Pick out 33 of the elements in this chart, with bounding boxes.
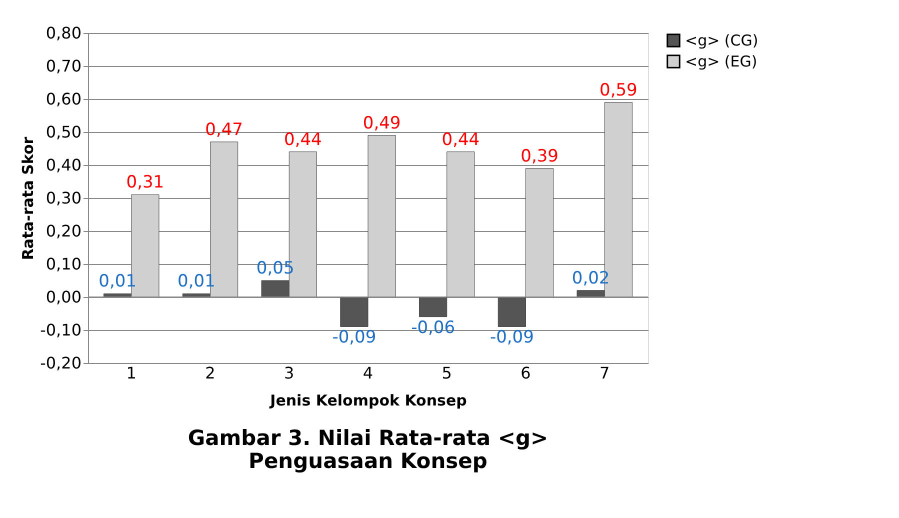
- y-axis-title: Rata-rata Skor: [19, 136, 38, 260]
- y-tick-label: 0,10: [46, 254, 82, 274]
- x-tick-label: 2: [205, 364, 216, 382]
- text: 0,39: [520, 146, 558, 166]
- legend-label: <g> (EG): [685, 52, 758, 70]
- y-tick-label: -0,20: [40, 354, 82, 372]
- y-tick-label: 0,00: [46, 288, 82, 306]
- y-tick-label: 0,30: [46, 188, 82, 208]
- x-tick-label: 4: [362, 364, 374, 382]
- x-tick-label: 5: [442, 364, 452, 382]
- y-tick-label: 0,20: [46, 222, 82, 240]
- y-tick-label: 0,50: [46, 122, 82, 142]
- text: 0,31: [126, 172, 164, 193]
- text: 0,49: [362, 113, 401, 134]
- y-tick-label: 0,70: [46, 56, 82, 76]
- y-tick-label: 0,40: [46, 156, 82, 174]
- text: 0,47: [205, 120, 243, 140]
- text: 0,44: [284, 130, 322, 150]
- x-tick-label: 3: [284, 364, 294, 382]
- x-tick-label: 7: [600, 364, 610, 382]
- text: 0,59: [599, 80, 638, 100]
- y-tick-label: -0,10: [40, 320, 82, 340]
- x-axis-title: Jenis Kelompok Konsep: [269, 392, 468, 410]
- legend-label: <g> (CG): [685, 32, 758, 50]
- text: Gambar 3. Nilai Rata-rata <g> Penguasaan Konsep: [188, 426, 548, 473]
- y-tick-label: 0,60: [46, 90, 82, 108]
- x-tick-label: 1: [126, 364, 136, 382]
- x-tick-label: 6: [520, 364, 531, 382]
- text: -0,09: [332, 328, 376, 348]
- text: -0,09: [490, 328, 534, 348]
- text: 0,44: [442, 130, 480, 150]
- y-tick-label: 0,80: [46, 24, 82, 42]
- text: -0,06: [411, 318, 456, 338]
